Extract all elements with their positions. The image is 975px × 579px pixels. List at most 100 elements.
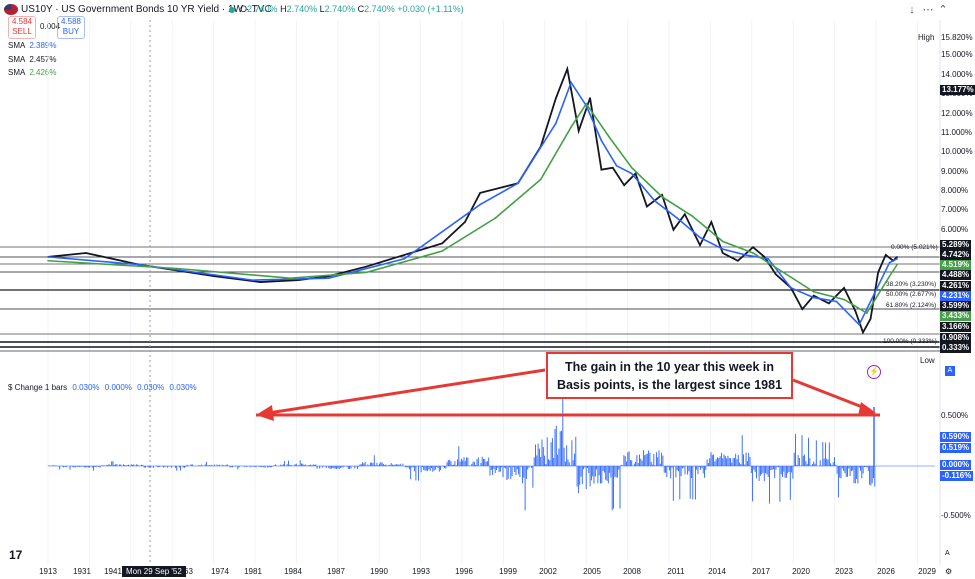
auto-scale-button-lower[interactable]: A — [945, 550, 950, 557]
cursor-date-badge: Mon 29 Sep '52 — [122, 566, 186, 577]
time-tick-label: 1913 — [39, 567, 57, 576]
price-badge: 13.177% — [940, 85, 975, 95]
series-point — [365, 265, 368, 268]
series-point — [884, 254, 887, 256]
fibonacci-lines — [0, 246, 940, 348]
time-tick-label: 2011 — [667, 567, 685, 576]
series-point — [869, 318, 872, 320]
series-point — [721, 240, 724, 243]
time-tick-label: 1981 — [244, 567, 262, 576]
fib-level-label: 38.20% (3.230%) — [886, 281, 937, 288]
series-point — [403, 254, 406, 256]
series-point — [862, 331, 864, 334]
price-tick-label: 9.000% — [941, 166, 969, 176]
indicator-tick-label: -0.500% — [941, 511, 971, 520]
indicator-badge: 0.590% — [940, 432, 972, 442]
price-badge: 4.488% — [940, 270, 972, 280]
indicator-tick-label: 0.500% — [941, 411, 969, 420]
price-badge: 3.166% — [940, 322, 972, 332]
series-point — [646, 205, 648, 208]
time-tick-label: 1990 — [370, 567, 388, 576]
symbol-title[interactable]: US10Y · US Government Bonds 10 YR Yield … — [21, 4, 272, 15]
series-point — [710, 221, 713, 223]
series-point — [854, 310, 857, 312]
lightning-icon[interactable]: ⚡ — [867, 365, 881, 379]
arrow-right-line — [792, 378, 871, 412]
series-point — [896, 263, 898, 266]
series-point — [566, 68, 569, 70]
price-tick-label: 6.000% — [941, 224, 969, 234]
sma-legend-3[interactable]: SMA 2.426% — [8, 68, 57, 77]
series-point — [737, 259, 739, 262]
series-point — [213, 275, 216, 278]
time-tick-label: 1996 — [455, 567, 473, 576]
time-tick-label: 2020 — [792, 567, 810, 576]
series-point — [843, 298, 845, 301]
tradingview-logo-icon: 17 — [9, 548, 23, 562]
price-tick-label: 7.000% — [941, 205, 969, 215]
series-point — [630, 172, 633, 175]
market-status-icon — [229, 7, 235, 13]
arrow-left-line — [261, 368, 546, 416]
series-point — [539, 178, 542, 181]
series-point — [441, 250, 444, 252]
series-point — [699, 244, 701, 247]
series-point — [403, 258, 406, 260]
series-point — [327, 277, 330, 279]
series-point — [653, 199, 656, 202]
price-badge: 5.289% — [940, 240, 972, 250]
series-point — [585, 103, 588, 105]
buy-button[interactable]: 4.588 BUY — [57, 16, 85, 39]
series-point — [251, 279, 254, 281]
more-icon[interactable]: ⋯ — [922, 4, 934, 16]
time-tick-label: 1999 — [499, 567, 517, 576]
series-point — [502, 186, 504, 188]
series-point — [888, 261, 891, 264]
series-point — [634, 172, 637, 175]
series-point — [517, 182, 519, 185]
time-tick-label: 1941 — [104, 567, 122, 576]
auto-scale-button[interactable]: A — [945, 366, 955, 376]
annotation-callout: The gain in the 10 year this week in Bas… — [546, 352, 793, 399]
arrow-down-icon[interactable]: ↓ — [909, 4, 915, 16]
series-point — [365, 271, 368, 274]
series-point — [858, 323, 860, 326]
series-point — [577, 130, 580, 132]
chevron-up-icon[interactable]: ⌃ — [938, 4, 948, 16]
high-value: 15.820% — [941, 33, 973, 42]
series-point — [494, 217, 497, 219]
sma-legend-1[interactable]: SMA 2.389% — [8, 41, 57, 50]
series-point — [812, 296, 815, 299]
time-tick-label: 1984 — [284, 567, 302, 576]
series-point — [608, 135, 610, 138]
price-badge: 4.261% — [940, 281, 972, 291]
price-badge: 4.742% — [940, 250, 972, 260]
series-point — [85, 252, 87, 254]
price-badge: 0.908% — [940, 333, 972, 343]
series-line-1 — [47, 80, 898, 327]
indicator-legend[interactable]: $ Change 1 bars 0.030% 0.000% 0.030% 0.0… — [8, 383, 197, 392]
arrow-right-head — [858, 402, 876, 416]
ohlc-readout: O2.740% H2.740% L2.740% C2.740% +0.030 (… — [240, 4, 464, 14]
fib-level-label: 100.00% (0.333%) — [883, 338, 937, 345]
time-tick-label: 2023 — [835, 567, 853, 576]
series-point — [721, 248, 724, 250]
indicator-badge: -0.116% — [940, 471, 974, 481]
price-tick-label: 14.000% — [941, 69, 973, 79]
series-point — [828, 302, 830, 305]
series-point — [672, 228, 675, 231]
sma-legend-2[interactable]: SMA 2.457% — [8, 55, 57, 64]
settings-icon[interactable]: ⚙ — [945, 567, 953, 576]
series-point — [782, 271, 785, 274]
high-label: High — [918, 33, 935, 42]
series-point — [865, 312, 868, 314]
time-tick-label: 1931 — [73, 567, 91, 576]
series-point — [877, 271, 879, 274]
price-tick-label: 10.000% — [941, 147, 973, 157]
sell-button[interactable]: 4.584 SELL — [8, 16, 36, 39]
series-point — [555, 122, 557, 124]
series-point — [464, 221, 466, 223]
series-point — [259, 281, 262, 283]
series-point — [721, 252, 724, 254]
